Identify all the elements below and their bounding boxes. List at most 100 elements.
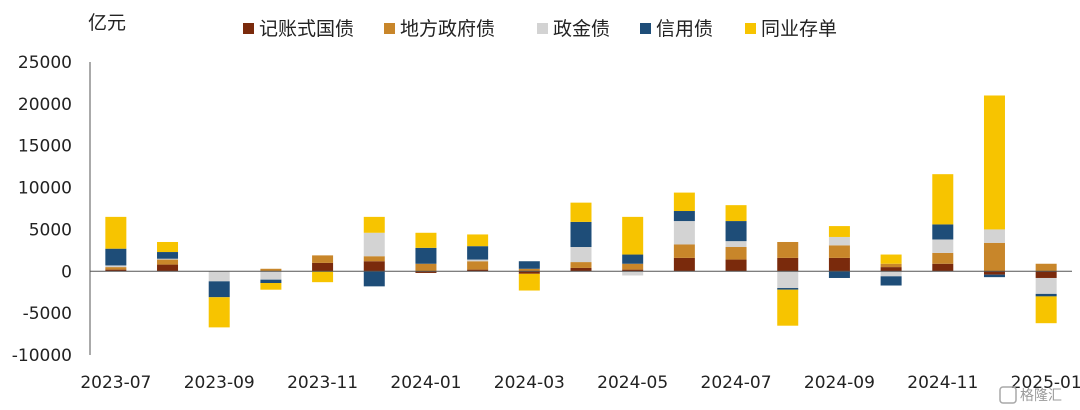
x-tick-label: 2025-01: [1011, 373, 1080, 393]
bar-segment: [828, 271, 850, 278]
bar-segment: [622, 216, 644, 255]
x-tick-label: 2023-11: [287, 373, 358, 393]
bar-segment: [415, 247, 437, 264]
bar-segment: [828, 226, 850, 237]
bar-segment: [157, 258, 179, 260]
y-tick-label: -10000: [12, 346, 72, 366]
bar-segment: [260, 268, 282, 272]
bar-segment: [415, 271, 437, 273]
y-axis-unit-label: 亿元: [88, 12, 126, 34]
x-tick-label: 2024-01: [390, 373, 461, 393]
bar-segment: [725, 259, 747, 272]
legend-swatch: [640, 23, 651, 34]
x-tick-label: 2023-09: [184, 373, 255, 393]
bar-segment: [828, 245, 850, 258]
bar-segment: [157, 252, 179, 259]
bar-segment: [467, 234, 489, 247]
legend-label: 同业存单: [761, 18, 837, 40]
legend-label: 信用债: [656, 18, 713, 40]
legend-label: 记账式国债: [259, 18, 354, 40]
bar-segment: [157, 264, 179, 272]
legend-label: 政金债: [553, 18, 610, 40]
bar-segment: [518, 271, 540, 274]
y-tick-label: 0: [61, 262, 72, 282]
bar-segment: [777, 241, 799, 258]
bar-segment: [570, 221, 592, 248]
bar-segment: [932, 263, 954, 272]
bar-segment: [983, 95, 1005, 230]
bar-segment: [363, 216, 385, 233]
bar-segment: [208, 297, 230, 328]
bar-segment: [777, 257, 799, 272]
bar-segment: [312, 271, 334, 283]
legend-swatch: [243, 23, 254, 34]
bar-segment: [777, 271, 799, 289]
bar-segment: [673, 221, 695, 245]
bar-segment: [415, 232, 437, 248]
bar-segment: [932, 239, 954, 253]
bar-segment: [260, 283, 282, 290]
bar-segment: [932, 224, 954, 240]
bar-segment: [570, 202, 592, 222]
legend-label: 地方政府债: [400, 18, 495, 40]
bar-segment: [105, 265, 127, 268]
y-tick-label: -5000: [23, 304, 72, 324]
bar-segment: [673, 257, 695, 272]
y-tick-label: 20000: [18, 95, 72, 115]
y-tick-label: 10000: [18, 179, 72, 199]
bar-segment: [312, 255, 334, 263]
bar-segment: [880, 254, 902, 264]
bar-segment: [1035, 296, 1057, 324]
bar-segment: [518, 268, 540, 272]
bar-segment: [1035, 277, 1057, 294]
bar-segment: [363, 256, 385, 262]
bar-segment: [363, 232, 385, 257]
bar-segment: [673, 192, 695, 212]
bar-segment: [932, 252, 954, 264]
bar-segment: [467, 259, 489, 262]
bar-segment: [157, 259, 179, 265]
y-tick-label: 5000: [29, 220, 72, 240]
y-axis-tick-labels: -10000 -5000 0 5000 10000 15000 20000 25000: [12, 53, 72, 366]
bar-segment: [880, 276, 902, 286]
bar-segment: [570, 267, 592, 272]
bar-segment: [208, 271, 230, 282]
y-tick-label: 25000: [18, 53, 72, 73]
bar-segment: [260, 271, 282, 280]
bar-segment: [622, 271, 644, 276]
legend: 记账式国债 地方政府债 政金债 信用债 同业存单: [243, 18, 837, 40]
watermark: 格隆汇: [999, 386, 1062, 404]
bar-segment: [467, 246, 489, 260]
bar-segment: [1035, 263, 1057, 272]
bar-segment: [880, 263, 902, 268]
bar-segment: [673, 244, 695, 258]
bar-segment: [983, 229, 1005, 243]
x-tick-label: 2023-07: [80, 373, 151, 393]
bars: [105, 95, 1057, 328]
bar-segment: [105, 269, 127, 272]
bar-segment: [467, 261, 489, 270]
bar-segment: [570, 247, 592, 263]
bar-segment: [725, 247, 747, 260]
bar-segment: [157, 241, 179, 253]
bar-segment: [105, 248, 127, 266]
bar-segment: [622, 254, 644, 264]
bar-segment: [260, 279, 282, 284]
bar-segment: [415, 263, 437, 272]
x-tick-label: 2024-07: [701, 373, 772, 393]
watermark-text: 格隆汇: [1020, 388, 1062, 404]
bar-segment: [983, 274, 1005, 278]
watermark-logo-icon: [999, 386, 1017, 404]
bar-segment: [932, 174, 954, 225]
bar-segment: [467, 269, 489, 272]
bar-segment: [363, 271, 385, 287]
legend-swatch: [745, 23, 756, 34]
bar-segment: [828, 257, 850, 272]
bar-segment: [363, 261, 385, 272]
y-tick-label: 15000: [18, 137, 72, 157]
bar-segment: [105, 216, 127, 249]
legend-swatch: [537, 23, 548, 34]
bar-segment: [518, 261, 540, 269]
legend-swatch: [384, 23, 395, 34]
